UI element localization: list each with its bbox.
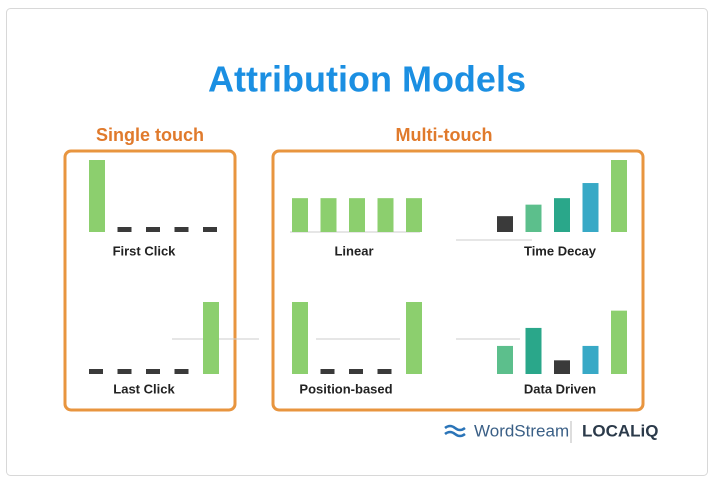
bar [582,183,599,232]
bar [320,369,335,374]
bar [554,198,570,232]
bar [406,198,422,232]
group-box [271,149,645,412]
bar [525,204,542,232]
model-label: Linear [334,243,373,258]
model-label: First Click [113,243,177,258]
bar [146,227,160,232]
bar [89,160,105,232]
group-label: Single touch [96,125,204,145]
bar [292,198,308,232]
bar [554,360,570,374]
bar [582,345,599,374]
group-label: Multi-touch [396,125,493,145]
bar [174,227,189,232]
logo-text: LOCALiQ [582,421,659,440]
model-label: Position-based [299,381,392,396]
title: Attribution Models [208,59,526,100]
model-label: Time Decay [524,243,597,258]
model-label: Last Click [113,381,175,396]
bar [203,227,217,232]
bar [89,369,103,374]
bar [203,302,219,374]
bar [349,369,363,374]
bar [377,198,394,232]
bar [497,216,513,232]
bar [497,345,513,374]
group-box [63,149,237,412]
bar [292,302,308,374]
model-label: Data Driven [524,381,596,396]
logo-text: WordStream [474,421,569,440]
bar [174,369,189,374]
bar [406,302,422,374]
bar [146,369,160,374]
bar [349,198,365,232]
bar [320,198,337,232]
bar [611,160,627,232]
bar [525,327,542,374]
bar [117,369,132,374]
logo-icon [444,424,466,438]
bar [117,227,132,232]
bar [377,369,392,374]
wordstream-logo: WordStream [444,421,569,440]
bar [611,310,627,374]
